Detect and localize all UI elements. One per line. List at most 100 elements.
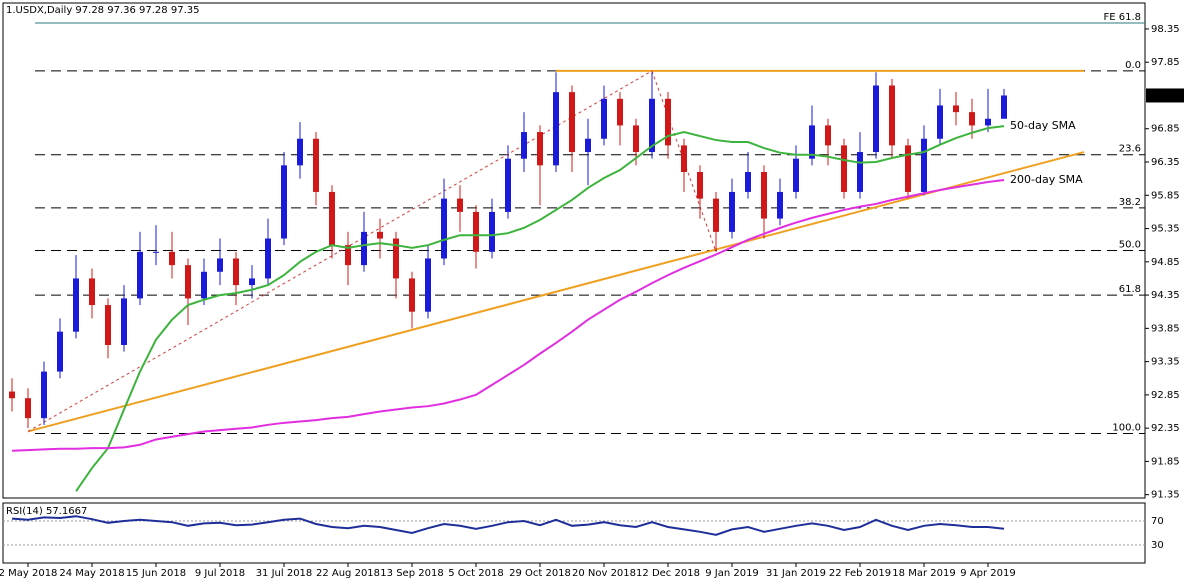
chart-title: 1.USDX,Daily 97.28 97.36 97.28 97.35	[6, 5, 199, 16]
y-tick-label: 98.35	[1151, 24, 1180, 35]
y-tick-label: 91.35	[1151, 490, 1180, 501]
candle-body	[585, 138, 591, 153]
candle-body	[121, 298, 127, 345]
fib-label: 23.6	[1119, 144, 1141, 155]
candle-body	[665, 98, 671, 146]
candle-body	[809, 125, 815, 159]
candle-body	[105, 305, 111, 345]
candle-body	[761, 171, 767, 219]
candle-body	[921, 138, 927, 192]
x-tick-label: 5 Oct 2018	[448, 568, 503, 579]
y-tick-label: 94.35	[1151, 290, 1180, 301]
rsi-panel	[2, 502, 1146, 564]
candle-body	[745, 171, 751, 192]
candle-body	[937, 105, 943, 139]
y-tick-label: 70	[1151, 516, 1164, 527]
candle-body	[1001, 95, 1007, 119]
candle-body	[217, 258, 223, 272]
candle-body	[553, 92, 559, 166]
y-tick-label: 94.85	[1151, 257, 1180, 268]
candle-body	[969, 112, 975, 126]
candle-body	[473, 211, 479, 252]
x-tick-label: 2 May 2018	[0, 568, 57, 579]
candle-body	[137, 251, 143, 299]
x-tick-label: 29 Oct 2018	[509, 568, 571, 579]
candle-body	[441, 198, 447, 259]
y-tick-label: 93.35	[1151, 357, 1180, 368]
candle-body	[873, 85, 879, 153]
y-tick-label: 95.35	[1151, 224, 1180, 235]
candle-body	[41, 371, 47, 419]
y-tick-label: 30	[1151, 540, 1164, 551]
candle-body	[985, 118, 991, 126]
y-tick-label: 95.85	[1151, 190, 1180, 201]
candle-body	[633, 125, 639, 153]
x-tick-label: 15 Jun 2018	[126, 568, 186, 579]
candle-body	[537, 132, 543, 166]
candle-body	[201, 271, 207, 299]
last-price: 97.35	[1151, 90, 1180, 101]
candle-body	[521, 132, 527, 159]
candle-body	[233, 258, 239, 286]
series-label: 50-day SMA	[1010, 119, 1076, 132]
x-tick-label: 31 Jan 2019	[766, 568, 826, 579]
rsi-line	[11, 515, 1005, 536]
x-tick-label: 9 Jul 2018	[195, 568, 245, 579]
x-tick-label: 22 Aug 2018	[316, 568, 380, 579]
candle-body	[281, 165, 287, 239]
candle-body	[601, 98, 607, 139]
candle-body	[89, 278, 95, 306]
x-tick-label: 9 Apr 2019	[960, 568, 1015, 579]
candle-body	[393, 238, 399, 279]
x-tick-label: 22 Feb 2019	[829, 568, 891, 579]
x-tick-label: 13 Sep 2018	[380, 568, 443, 579]
candle-body	[729, 191, 735, 232]
y-tick-label: 92.35	[1151, 423, 1180, 434]
candle-body	[489, 211, 495, 252]
candle-body	[57, 331, 63, 372]
candle-body	[9, 391, 15, 399]
x-tick-label: 20 Nov 2018	[572, 568, 636, 579]
candle-body	[185, 265, 191, 299]
candle-body	[569, 92, 575, 153]
candle-body	[697, 171, 703, 199]
candle-body	[505, 158, 511, 212]
series-label: 200-day SMA	[1010, 173, 1083, 186]
candle-body	[329, 191, 335, 246]
sma-line	[75, 125, 1005, 492]
candle-body	[297, 138, 303, 166]
candle-body	[313, 138, 319, 192]
candle-body	[841, 145, 847, 192]
fib-label: FE 61.8	[1103, 12, 1141, 23]
sma-line	[11, 178, 1005, 452]
fib-label: 0.0	[1125, 60, 1141, 71]
y-tick-label: 92.85	[1151, 390, 1180, 401]
candle-body	[953, 105, 959, 113]
fib-label: 100.0	[1112, 422, 1141, 433]
candle-body	[617, 98, 623, 126]
x-tick-label: 31 Jul 2018	[256, 568, 313, 579]
candle-body	[265, 238, 271, 279]
y-tick-label: 96.85	[1151, 124, 1180, 135]
candle-body	[425, 258, 431, 312]
candle-body	[345, 245, 351, 266]
candle-body	[73, 278, 79, 332]
main-panel	[2, 2, 1146, 499]
candle-body	[857, 152, 863, 192]
candle-body	[889, 85, 895, 146]
x-tick-label: 18 Mar 2019	[892, 568, 955, 579]
fib-label: 38.2	[1119, 197, 1141, 208]
candle-body	[457, 198, 463, 212]
fib-label: 61.8	[1119, 284, 1141, 295]
rsi-title: RSI(14) 57.1667	[6, 506, 87, 517]
candle-body	[649, 98, 655, 153]
candle-body	[777, 191, 783, 219]
x-tick-label: 9 Jan 2019	[705, 568, 759, 579]
candle-body	[249, 278, 255, 286]
candle-body	[153, 251, 159, 253]
candle-body	[361, 231, 367, 266]
x-tick-label: 12 Dec 2018	[636, 568, 700, 579]
candle-body	[409, 278, 415, 312]
y-tick-label: 93.85	[1151, 323, 1180, 334]
candle-body	[825, 125, 831, 146]
